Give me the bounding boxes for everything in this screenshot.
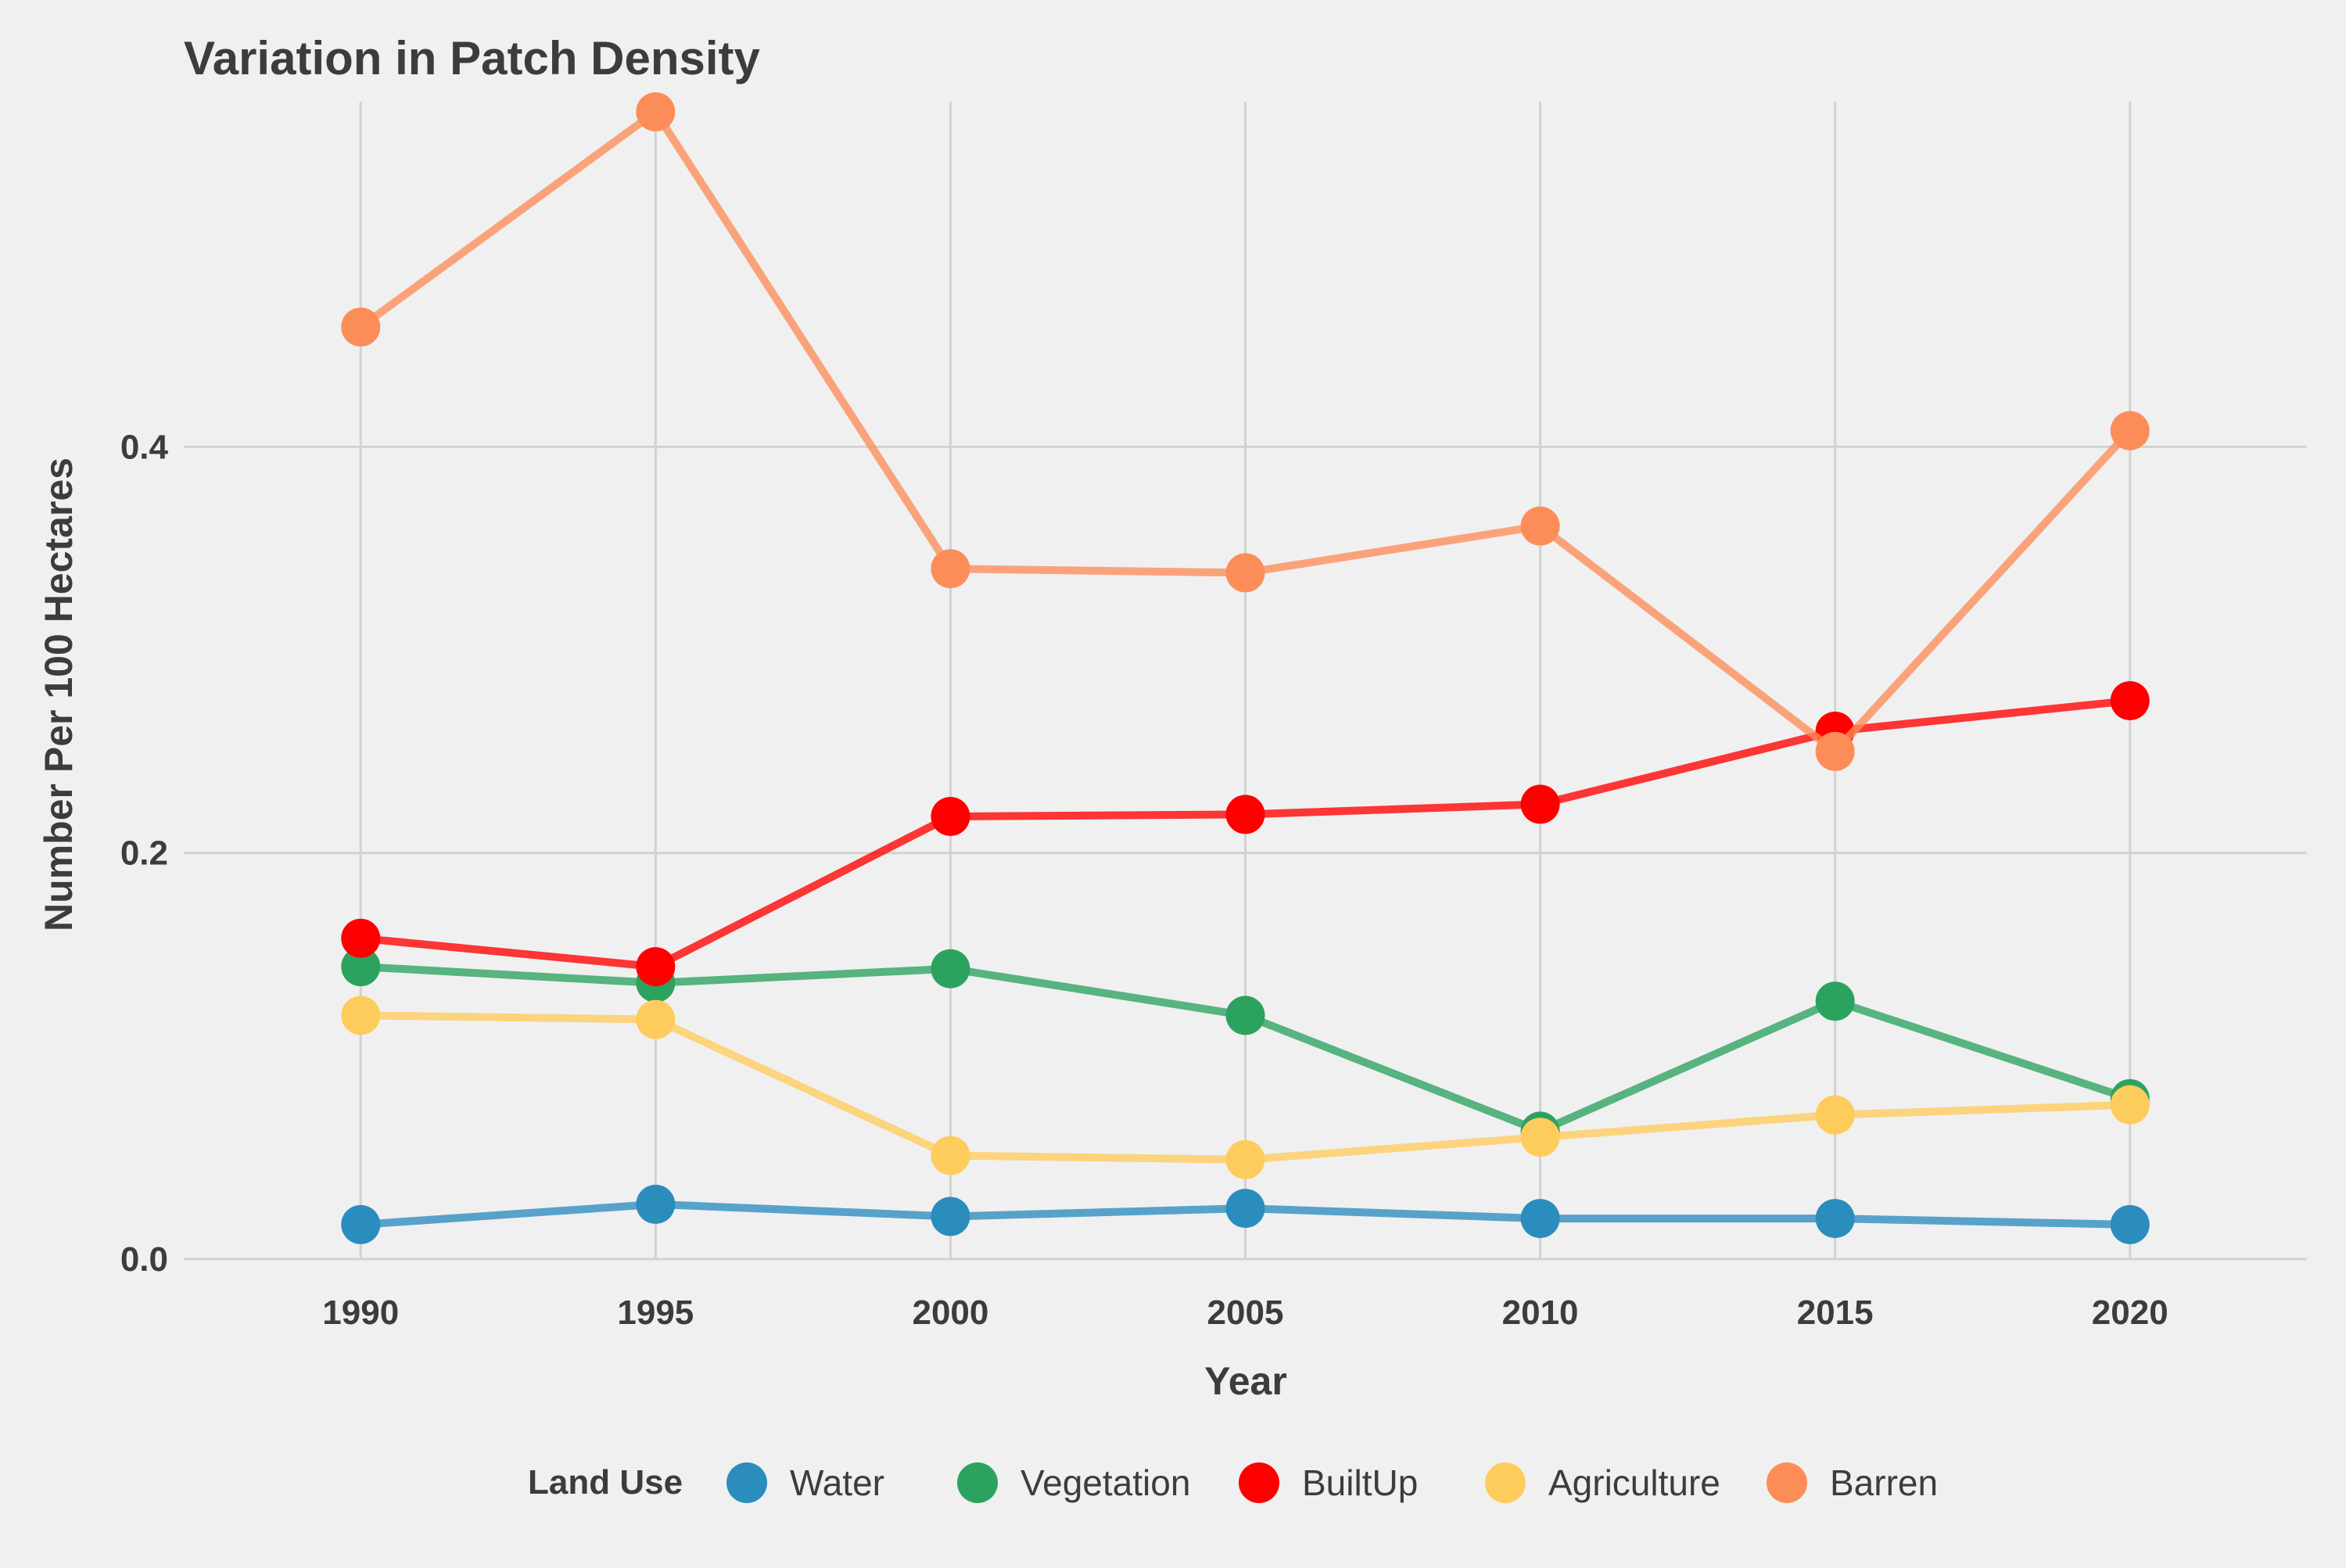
data-point-agriculture <box>1520 1118 1560 1157</box>
y-tick-label: 0.0 <box>120 1240 168 1279</box>
data-point-barren <box>2110 411 2150 450</box>
data-point-water <box>636 1184 676 1224</box>
data-point-agriculture <box>2110 1085 2150 1125</box>
x-axis-title: Year <box>1204 1359 1287 1403</box>
y-tick-label: 0.4 <box>120 428 169 466</box>
data-point-water <box>931 1197 970 1236</box>
data-point-water <box>1815 1199 1855 1239</box>
data-point-water <box>341 1204 381 1244</box>
legend-item-agriculture: Agriculture <box>1485 1462 1720 1503</box>
legend-title: Land Use <box>528 1463 683 1502</box>
data-point-vegetation <box>1225 996 1265 1035</box>
data-point-builtup <box>931 796 970 836</box>
series-agriculture <box>341 996 2150 1179</box>
data-point-builtup <box>636 947 676 987</box>
x-tick-label: 2010 <box>1502 1294 1579 1332</box>
legend-item-barren: Barren <box>1767 1462 1938 1503</box>
data-point-builtup <box>1225 795 1265 834</box>
data-point-builtup <box>1520 784 1560 824</box>
data-point-water <box>1225 1189 1265 1229</box>
series-barren <box>341 91 2150 771</box>
y-axis-title: Number Per 100 Hectares <box>37 457 81 931</box>
legend-key-water <box>726 1462 767 1503</box>
data-point-water <box>2110 1204 2150 1244</box>
data-point-vegetation <box>341 947 381 987</box>
legend-label: Agriculture <box>1548 1462 1720 1503</box>
series-water <box>341 1184 2150 1244</box>
data-point-water <box>1520 1199 1560 1239</box>
x-tick-label: 2020 <box>2092 1294 2168 1332</box>
data-point-vegetation <box>1815 981 1855 1021</box>
x-tick-label: 1995 <box>617 1294 694 1332</box>
data-point-builtup <box>341 918 381 958</box>
legend-item-water: Water <box>726 1462 884 1503</box>
data-point-agriculture <box>636 999 676 1039</box>
data-point-barren <box>931 549 970 589</box>
data-point-barren <box>1225 553 1265 593</box>
x-tick-label: 2005 <box>1207 1294 1284 1332</box>
data-point-agriculture <box>1225 1139 1265 1179</box>
x-tick-label: 2015 <box>1797 1294 1874 1332</box>
data-point-barren <box>1815 731 1855 771</box>
data-point-vegetation <box>931 949 970 989</box>
data-point-barren <box>1520 506 1560 546</box>
chart-title: Variation in Patch Density <box>184 32 761 84</box>
data-point-builtup <box>2110 680 2150 720</box>
legend-item-vegetation: Vegetation <box>957 1462 1190 1503</box>
series-group <box>341 91 2150 1244</box>
y-tick-label: 0.2 <box>120 834 168 873</box>
data-point-barren <box>341 307 381 347</box>
data-point-agriculture <box>1815 1095 1855 1135</box>
axes: 0.0 0.2 0.4 1990 1995 2000 2005 2010 2015 2020 <box>120 428 2168 1332</box>
legend-label: Barren <box>1830 1462 1938 1503</box>
x-tick-label: 2000 <box>912 1294 988 1332</box>
x-tick-label: 1990 <box>322 1294 399 1332</box>
legend-key-agriculture <box>1485 1462 1526 1503</box>
legend-key-barren <box>1767 1462 1807 1503</box>
data-point-agriculture <box>931 1136 970 1175</box>
grid-lines <box>184 102 2307 1261</box>
legend-item-builtup: BuiltUp <box>1239 1462 1418 1503</box>
legend-label: BuiltUp <box>1302 1462 1418 1503</box>
legend-label: Vegetation <box>1021 1462 1190 1503</box>
legend-key-vegetation <box>957 1462 998 1503</box>
legend-key-builtup <box>1239 1462 1279 1503</box>
legend: Land Use Water Vegetation BuiltUp Agricultu… <box>528 1462 1938 1503</box>
data-point-barren <box>636 91 676 131</box>
legend-label: Water <box>790 1462 884 1503</box>
data-point-agriculture <box>341 996 381 1035</box>
